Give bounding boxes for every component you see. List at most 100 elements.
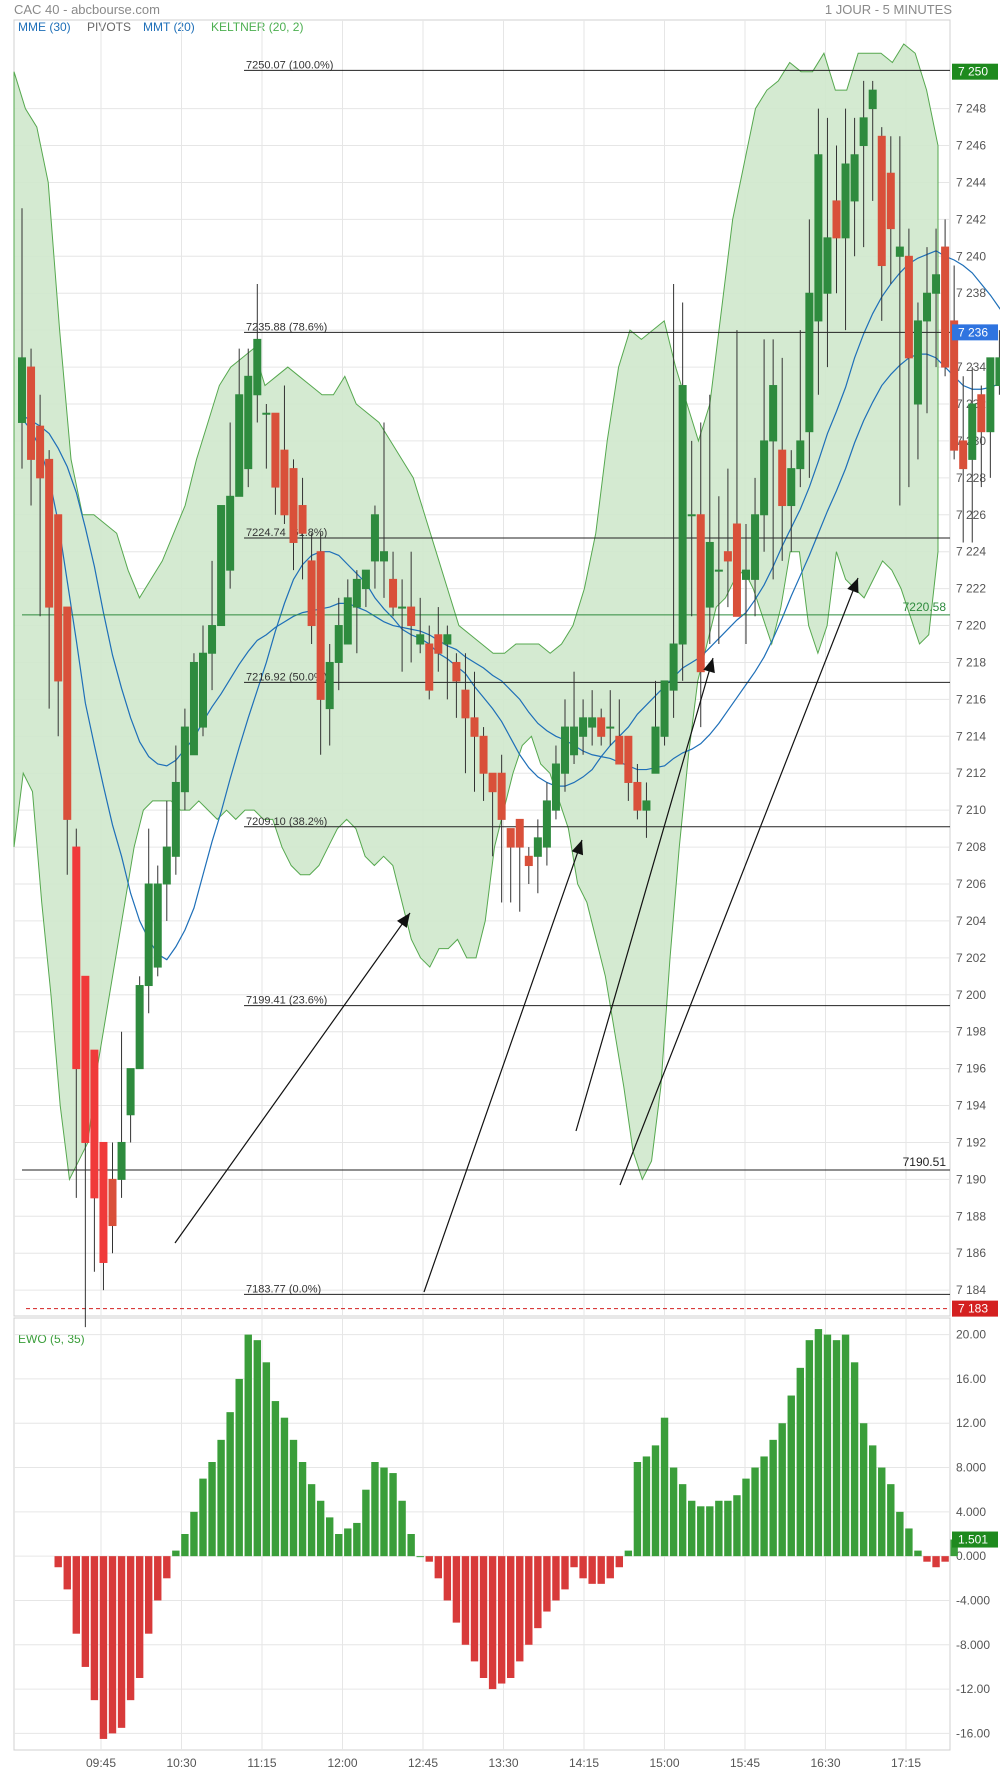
osc-y-tick-label: 16.00 (956, 1372, 986, 1386)
candle (470, 717, 479, 737)
osc-y-tick-label: 12.00 (956, 1416, 986, 1430)
ewo-bar (606, 1556, 614, 1579)
ewo-bar (470, 1556, 479, 1662)
candle (389, 578, 398, 608)
indicator-pivots[interactable]: PIVOTS (87, 20, 132, 34)
candle (180, 726, 189, 793)
ewo-bar (878, 1467, 886, 1557)
candle (696, 514, 705, 673)
candle (325, 661, 334, 710)
candle (108, 1178, 117, 1227)
candle (895, 246, 904, 257)
trend-arrow (174, 912, 411, 1244)
ewo-bar (90, 1556, 99, 1701)
candle (877, 135, 886, 267)
candle (642, 800, 651, 811)
x-tick-label: 11:15 (247, 1756, 276, 1770)
ewo-bar (217, 1439, 225, 1557)
ewo-bar (814, 1329, 823, 1557)
osc-y-tick-label: -4.000 (956, 1593, 990, 1607)
ewo-bar (54, 1556, 62, 1568)
ewo-bar (507, 1556, 515, 1678)
candle (253, 338, 262, 396)
candle (561, 726, 569, 774)
candle (814, 154, 823, 322)
indicator-keltner[interactable]: KELTNER (20, 2) (211, 20, 304, 34)
candle (90, 1049, 99, 1199)
candle (153, 883, 162, 968)
ewo-bar (335, 1534, 343, 1557)
ewo-bar (389, 1473, 397, 1557)
ewo-bar (859, 1423, 868, 1557)
x-tick-label: 15:00 (649, 1756, 679, 1770)
ewo-bar (488, 1556, 497, 1690)
y-tick-label: 7 238 (956, 286, 986, 300)
ewo-bar (688, 1500, 696, 1557)
ewo-bar (262, 1362, 271, 1557)
high-price-badge-label: 7 250 (958, 65, 988, 79)
ewo-bar (316, 1500, 325, 1557)
osc-current-badge-label: 1.501 (958, 1533, 988, 1547)
osc-y-tick-label: -16.00 (956, 1726, 990, 1740)
y-tick-label: 7 184 (956, 1283, 986, 1297)
candle (117, 1141, 126, 1180)
candle (986, 357, 995, 433)
y-tick-label: 7 224 (956, 545, 986, 559)
candle (380, 551, 388, 562)
candle (289, 468, 298, 543)
ewo-bar (597, 1556, 605, 1584)
candle (171, 781, 180, 857)
candle (72, 846, 81, 1070)
ewo-bar (253, 1340, 261, 1557)
candle (352, 578, 361, 608)
candle (524, 855, 533, 867)
candle (217, 505, 226, 627)
chart-title: CAC 40 - abcbourse.com (14, 2, 160, 17)
osc-y-tick-label: -12.00 (956, 1682, 990, 1696)
candle (606, 726, 615, 729)
ewo-bar (425, 1556, 433, 1562)
ewo-bar (298, 1462, 307, 1557)
candle (913, 320, 922, 405)
ewo-bar (543, 1556, 551, 1612)
y-tick-label: 7 202 (956, 951, 986, 965)
candle (859, 117, 868, 147)
x-tick-label: 12:00 (327, 1756, 357, 1770)
ewo-bar (769, 1439, 777, 1557)
ewo-bar (570, 1556, 578, 1568)
osc-y-tick-label: 8.000 (956, 1461, 986, 1475)
candle (868, 89, 877, 110)
ewo-bar (832, 1340, 841, 1557)
y-tick-label: 7 248 (956, 102, 986, 116)
ewo-bar (588, 1556, 596, 1584)
pivot-label: 7220.58 (903, 600, 947, 614)
ewo-bar (81, 1556, 90, 1667)
ewo-bar (326, 1517, 334, 1557)
y-tick-label: 7 228 (956, 471, 986, 485)
ewo-bar (552, 1556, 560, 1601)
osc-y-tick-label: 4.000 (956, 1505, 986, 1519)
indicator-mme[interactable]: MME (30) (18, 20, 71, 34)
candle (162, 846, 171, 885)
ewo-bar (117, 1556, 126, 1728)
ewo-bar (344, 1528, 352, 1557)
ewo-bar (660, 1417, 669, 1557)
candle (316, 551, 325, 700)
ewo-bar (181, 1534, 189, 1557)
ewo-bar (905, 1528, 913, 1557)
candle (443, 634, 452, 645)
candle (54, 514, 63, 682)
candle (932, 274, 941, 294)
ewo-bar (163, 1556, 171, 1579)
ewo-bar (434, 1556, 442, 1579)
candle (850, 154, 859, 202)
candle (479, 735, 488, 774)
ewo-bar (199, 1478, 207, 1557)
ewo-bar (99, 1556, 108, 1739)
candle (542, 800, 551, 848)
osc-y-tick-label: 0.000 (956, 1549, 986, 1563)
current-price-badge (952, 324, 998, 341)
candle (796, 440, 805, 470)
trend-arrow (575, 657, 714, 1132)
